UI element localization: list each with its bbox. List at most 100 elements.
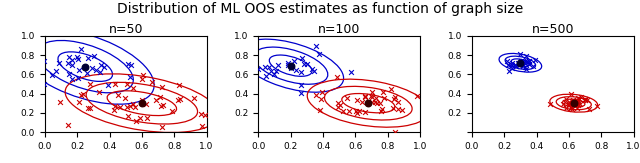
Point	[109, 108, 119, 111]
Point	[566, 106, 576, 109]
Point	[82, 72, 92, 74]
Point	[524, 60, 534, 63]
Point	[64, 72, 74, 75]
Point	[110, 104, 120, 107]
Point	[372, 102, 383, 104]
Point	[363, 102, 373, 104]
Point	[580, 99, 590, 102]
Point	[564, 104, 574, 107]
Point	[579, 98, 589, 101]
Point	[266, 69, 276, 72]
Point	[515, 60, 525, 63]
Point	[570, 100, 580, 102]
Point	[89, 55, 99, 58]
Point	[197, 124, 207, 127]
Point	[518, 60, 528, 62]
Point	[315, 109, 325, 111]
Point	[85, 83, 95, 86]
Point	[390, 96, 400, 98]
Point	[137, 78, 147, 81]
Point	[380, 96, 390, 99]
Point	[51, 70, 61, 72]
Point	[511, 65, 521, 68]
Point	[308, 69, 319, 72]
Point	[67, 64, 77, 66]
Point	[123, 115, 133, 118]
Point	[572, 107, 582, 110]
Point	[126, 63, 136, 66]
Point	[393, 101, 403, 104]
Point	[566, 93, 576, 95]
Point	[96, 63, 106, 66]
Point	[397, 109, 408, 111]
Point	[260, 65, 270, 68]
Point	[507, 62, 517, 65]
Point	[333, 106, 343, 109]
Point	[520, 60, 530, 62]
Point	[507, 63, 517, 66]
Point	[564, 103, 574, 105]
Point	[131, 120, 141, 122]
Point	[511, 65, 522, 67]
Point	[376, 110, 386, 112]
Point	[366, 94, 376, 97]
Point	[527, 65, 538, 68]
Point	[573, 97, 583, 100]
Point	[515, 53, 525, 56]
Point	[76, 48, 86, 50]
Point	[333, 101, 344, 104]
Point	[123, 62, 133, 65]
Point	[510, 64, 520, 67]
Point	[141, 103, 152, 106]
Point	[285, 64, 296, 67]
Point	[158, 104, 168, 106]
Point	[572, 99, 582, 102]
Point	[566, 102, 577, 105]
Point	[515, 61, 525, 64]
Point	[122, 83, 132, 86]
Point	[250, 65, 260, 67]
Point	[173, 99, 183, 101]
Point	[564, 103, 574, 105]
Point	[137, 99, 147, 102]
Point	[386, 87, 396, 90]
Point	[166, 109, 177, 112]
Point	[110, 83, 120, 85]
Point	[63, 124, 74, 127]
Point	[283, 64, 293, 66]
Point	[450, 112, 460, 114]
Point	[591, 105, 602, 107]
Point	[504, 70, 514, 73]
Point	[377, 108, 387, 110]
Point	[74, 77, 84, 80]
Point	[346, 71, 356, 73]
Point	[95, 71, 105, 74]
Point	[39, 82, 49, 85]
Point	[264, 65, 274, 68]
Point	[314, 53, 324, 55]
Point	[568, 102, 579, 104]
Point	[367, 96, 378, 99]
Point	[567, 107, 577, 110]
Point	[135, 117, 145, 119]
Point	[296, 84, 306, 86]
Point	[64, 55, 74, 58]
Point	[522, 68, 532, 71]
Point	[131, 106, 141, 108]
Point	[239, 46, 249, 49]
Point	[570, 101, 580, 104]
Point	[566, 107, 577, 109]
Point	[582, 98, 593, 101]
Point	[351, 109, 361, 112]
Point	[390, 130, 400, 133]
Point	[572, 102, 582, 104]
Point	[67, 58, 77, 61]
Point	[155, 96, 165, 98]
Point	[335, 104, 345, 107]
Point	[502, 60, 513, 62]
Point	[360, 95, 370, 98]
Point	[253, 68, 264, 70]
Point	[573, 102, 583, 105]
Point	[561, 98, 572, 101]
Point	[558, 103, 568, 106]
